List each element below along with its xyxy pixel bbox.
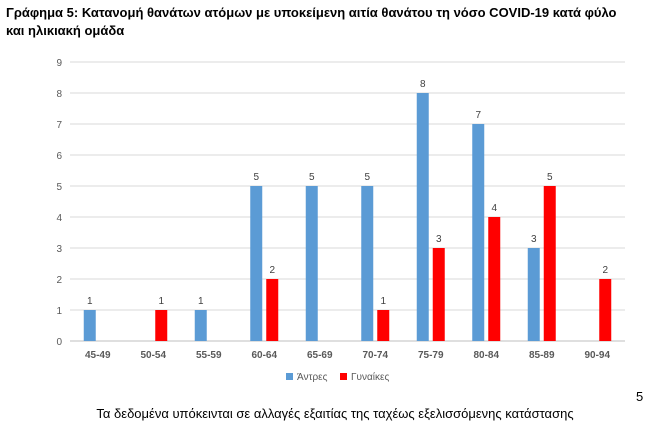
chart-title-line-2: και ηλικιακή ομάδα	[6, 23, 125, 38]
data-label: 5	[253, 172, 259, 183]
y-tick-label: 1	[56, 306, 62, 317]
bar-men	[250, 186, 263, 341]
bar-men	[527, 248, 540, 341]
data-label: 1	[87, 296, 93, 307]
data-label: 1	[380, 296, 386, 307]
x-category-label: 80-84	[473, 350, 499, 361]
x-category-label: 50-54	[140, 350, 166, 361]
data-label: 5	[309, 172, 315, 183]
data-label: 5	[547, 172, 553, 183]
data-label: 1	[158, 296, 164, 307]
footer-note: Τα δεδομένα υπόκεινται σε αλλαγές εξαιτί…	[96, 406, 574, 421]
data-label: 3	[436, 234, 442, 245]
x-category-label: 45-49	[85, 350, 111, 361]
data-label: 7	[475, 110, 481, 121]
bar-women	[432, 248, 445, 341]
y-tick-label: 3	[56, 244, 62, 255]
bar-women	[377, 310, 390, 341]
bar-men	[83, 310, 96, 341]
page-number: 5	[636, 389, 644, 404]
bar-men	[472, 124, 485, 341]
bar-chart: 0 1 2 3 4 5 6 7 8 9 1 45-49 1 50-54 1 55-59 5 2 60-64 5 65-6…	[56, 58, 625, 383]
bar-women	[543, 186, 556, 341]
x-category-label: 65-69	[307, 350, 333, 361]
bar-men	[416, 93, 429, 341]
x-category-label: 85-89	[529, 350, 555, 361]
x-category-label: 75-79	[418, 350, 444, 361]
chart-title: Γράφημα 5: Κατανομή θανάτων ατόμων με υπ…	[6, 4, 666, 40]
y-tick-label: 6	[56, 151, 62, 162]
y-tick-label: 2	[56, 275, 62, 286]
bar-women	[488, 217, 501, 341]
bar-men	[305, 186, 318, 341]
legend-label: Άντρες	[297, 372, 328, 383]
y-tick-label: 4	[56, 213, 62, 224]
legend-swatch	[340, 373, 347, 380]
data-label: 8	[420, 79, 426, 90]
y-tick-label: 0	[56, 337, 62, 348]
bar-women	[266, 279, 279, 341]
data-label: 2	[269, 265, 275, 276]
x-category-label: 55-59	[196, 350, 222, 361]
y-tick-label: 5	[56, 182, 62, 193]
x-category-label: 60-64	[251, 350, 277, 361]
data-label: 5	[364, 172, 370, 183]
data-label: 3	[531, 234, 537, 245]
y-tick-label: 7	[56, 120, 62, 131]
x-category-label: 90-94	[584, 350, 610, 361]
data-label: 2	[602, 265, 608, 276]
legend-swatch	[286, 373, 293, 380]
x-category-label: 70-74	[362, 350, 388, 361]
bar-men	[194, 310, 207, 341]
chart-title-line-1: Γράφημα 5: Κατανομή θανάτων ατόμων με υπ…	[6, 5, 617, 20]
data-label: 1	[198, 296, 204, 307]
y-tick-label: 8	[56, 89, 62, 100]
bar-women	[599, 279, 612, 341]
bar-women	[155, 310, 168, 341]
data-label: 4	[491, 203, 497, 214]
bar-men	[361, 186, 374, 341]
y-tick-label: 9	[56, 58, 62, 69]
legend-label: Γυναίκες	[351, 371, 389, 383]
